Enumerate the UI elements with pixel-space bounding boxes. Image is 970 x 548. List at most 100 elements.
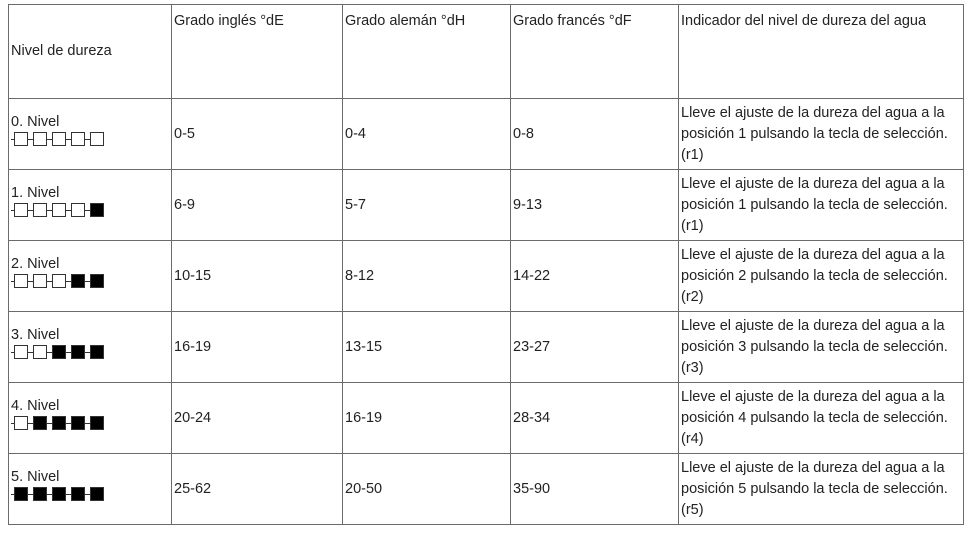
table-row: 0. Nivel 0-5 0-4 0-8 Lleve el ajuste de la d…	[8, 98, 964, 170]
indicator-description-cell: Lleve el ajuste de la dureza del agua a …	[678, 240, 964, 312]
indicator-connector	[85, 493, 90, 495]
header-hardness-level: Nivel de dureza	[8, 4, 172, 99]
hardness-indicator	[11, 203, 171, 217]
german-degree-cell: 5-7	[342, 169, 511, 241]
hardness-indicator	[11, 487, 171, 501]
indicator-segment-filled-icon	[90, 274, 104, 288]
indicator-connector	[85, 280, 90, 282]
header-german-degree: Grado alemán °dH	[342, 4, 511, 99]
french-degree-cell: 0-8	[510, 98, 679, 170]
indicator-segment-empty-icon	[33, 345, 47, 359]
indicator-connector	[28, 351, 33, 353]
indicator-segment-empty-icon	[52, 274, 66, 288]
indicator-segment-filled-icon	[90, 203, 104, 217]
french-degree-cell: 14-22	[510, 240, 679, 312]
indicator-segment-filled-icon	[33, 487, 47, 501]
indicator-connector	[85, 138, 90, 140]
french-degree-cell: 28-34	[510, 382, 679, 454]
indicator-segment-filled-icon	[90, 345, 104, 359]
indicator-segment-empty-icon	[14, 345, 28, 359]
table-row: 4. Nivel 20-24 16-19 28-34 Lleve el ajuste d…	[8, 382, 964, 454]
hardness-level-cell: 1. Nivel	[8, 169, 172, 241]
indicator-segment-filled-icon	[52, 345, 66, 359]
table-row: 5. Nivel 25-62 20-50 35-90 Lleve el ajuste d…	[8, 453, 964, 525]
indicator-segment-empty-icon	[71, 132, 85, 146]
indicator-segment-empty-icon	[33, 132, 47, 146]
hardness-level-cell: 5. Nivel	[8, 453, 172, 525]
indicator-segment-empty-icon	[52, 132, 66, 146]
hardness-level-cell: 4. Nivel	[8, 382, 172, 454]
indicator-segment-empty-icon	[14, 203, 28, 217]
table-row: 2. Nivel 10-15 8-12 14-22 Lleve el ajuste de…	[8, 240, 964, 312]
german-degree-cell: 8-12	[342, 240, 511, 312]
indicator-segment-filled-icon	[71, 416, 85, 430]
indicator-description-cell: Lleve el ajuste de la dureza del agua a …	[678, 98, 964, 170]
indicator-connector	[85, 209, 90, 211]
indicator-connector	[66, 493, 71, 495]
indicator-segment-empty-icon	[33, 203, 47, 217]
indicator-connector	[47, 422, 52, 424]
hardness-level-cell: 0. Nivel	[8, 98, 172, 170]
indicator-connector	[66, 209, 71, 211]
english-degree-cell: 6-9	[171, 169, 343, 241]
indicator-connector	[28, 280, 33, 282]
table-row: 3. Nivel 16-19 13-15 23-27 Lleve el ajuste d…	[8, 311, 964, 383]
english-degree-cell: 20-24	[171, 382, 343, 454]
french-degree-cell: 35-90	[510, 453, 679, 525]
indicator-segment-empty-icon	[14, 132, 28, 146]
indicator-connector	[85, 351, 90, 353]
indicator-connector	[66, 280, 71, 282]
level-label: 0. Nivel	[11, 114, 60, 130]
level-label: 3. Nivel	[11, 327, 60, 343]
header-french-degree: Grado francés °dF	[510, 4, 679, 99]
indicator-connector	[28, 493, 33, 495]
german-degree-cell: 20-50	[342, 453, 511, 525]
hardness-indicator	[11, 132, 171, 146]
english-degree-cell: 10-15	[171, 240, 343, 312]
indicator-segment-empty-icon	[14, 416, 28, 430]
indicator-segment-empty-icon	[14, 274, 28, 288]
indicator-connector	[66, 138, 71, 140]
indicator-segment-filled-icon	[71, 345, 85, 359]
indicator-connector	[11, 280, 14, 282]
indicator-connector	[66, 351, 71, 353]
indicator-segment-filled-icon	[14, 487, 28, 501]
english-degree-cell: 16-19	[171, 311, 343, 383]
indicator-connector	[11, 493, 14, 495]
indicator-connector	[47, 351, 52, 353]
level-label: 2. Nivel	[11, 256, 60, 272]
indicator-description-cell: Lleve el ajuste de la dureza del agua a …	[678, 382, 964, 454]
german-degree-cell: 16-19	[342, 382, 511, 454]
indicator-segment-filled-icon	[90, 416, 104, 430]
level-label: 1. Nivel	[11, 185, 60, 201]
indicator-connector	[47, 493, 52, 495]
hardness-level-cell: 2. Nivel	[8, 240, 172, 312]
indicator-connector	[28, 422, 33, 424]
hardness-indicator	[11, 274, 171, 288]
header-indicator: Indicador del nivel de dureza del agua	[678, 4, 964, 99]
indicator-segment-filled-icon	[71, 274, 85, 288]
indicator-connector	[28, 138, 33, 140]
water-hardness-table: Nivel de dureza Grado inglés °dE Grado a…	[8, 4, 964, 525]
german-degree-cell: 13-15	[342, 311, 511, 383]
header-row: Nivel de dureza Grado inglés °dE Grado a…	[8, 4, 964, 99]
indicator-connector	[11, 351, 14, 353]
indicator-connector	[47, 138, 52, 140]
level-label: 5. Nivel	[11, 469, 60, 485]
indicator-segment-empty-icon	[71, 203, 85, 217]
indicator-connector	[47, 280, 52, 282]
indicator-connector	[85, 422, 90, 424]
french-degree-cell: 9-13	[510, 169, 679, 241]
hardness-indicator	[11, 345, 171, 359]
indicator-connector	[11, 209, 14, 211]
indicator-connector	[47, 209, 52, 211]
indicator-segment-empty-icon	[52, 203, 66, 217]
english-degree-cell: 25-62	[171, 453, 343, 525]
indicator-segment-filled-icon	[90, 487, 104, 501]
indicator-segment-filled-icon	[71, 487, 85, 501]
indicator-segment-filled-icon	[33, 416, 47, 430]
indicator-segment-empty-icon	[33, 274, 47, 288]
indicator-description-cell: Lleve el ajuste de la dureza del agua a …	[678, 169, 964, 241]
indicator-description-cell: Lleve el ajuste de la dureza del agua a …	[678, 453, 964, 525]
hardness-indicator	[11, 416, 171, 430]
